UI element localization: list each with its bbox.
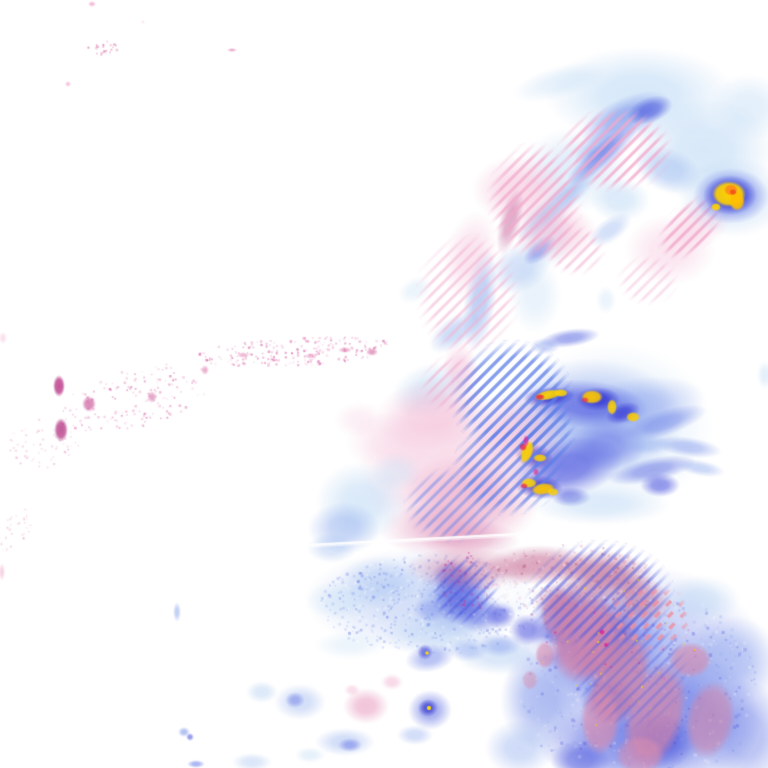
weather-composite-raster xyxy=(0,0,768,768)
screenshot-root xyxy=(0,0,768,768)
